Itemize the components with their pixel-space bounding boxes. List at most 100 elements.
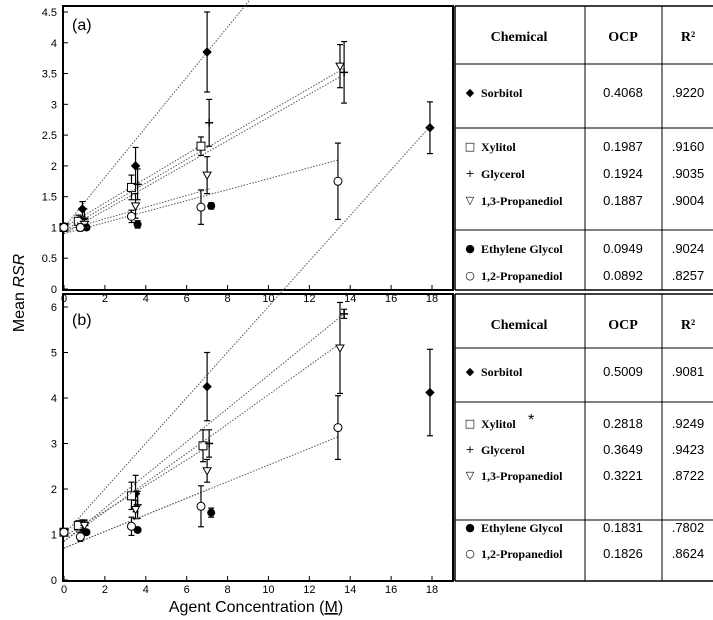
y-tick-label: 2.5 xyxy=(42,130,57,142)
table-ocp-value: 0.3649 xyxy=(603,442,643,457)
data-point xyxy=(205,118,214,127)
data-point xyxy=(79,521,90,531)
table-ocp-value: 0.1826 xyxy=(603,546,643,561)
table-chemical-name: Ethylene Glycol xyxy=(481,521,563,535)
x-tick-label: 14 xyxy=(344,293,356,305)
y-tick-label: 6 xyxy=(51,302,57,314)
x-axis-title: Agent Concentration (M) xyxy=(169,599,343,616)
data-point xyxy=(59,527,69,537)
x-tick-label: 8 xyxy=(224,584,230,596)
data-point xyxy=(133,180,142,189)
x-tick-label: 2 xyxy=(102,584,108,596)
y-axis-title: Mean RSR xyxy=(11,253,28,332)
x-tick-label: 2 xyxy=(102,293,108,305)
table-header-ocp: OCP xyxy=(608,318,638,333)
data-point xyxy=(130,161,141,171)
table-marker-icon: ● xyxy=(465,242,475,255)
table-r2-value: .8624 xyxy=(672,546,705,561)
data-point xyxy=(340,309,349,318)
table-chemical-name: 1,2-Propanediol xyxy=(481,269,563,283)
table-header-r2: R² xyxy=(681,318,695,333)
x-tick-label: 0 xyxy=(61,584,67,596)
table-ocp-value: 0.1987 xyxy=(603,139,643,154)
series-sorbitol xyxy=(59,126,435,537)
table-marker-icon: ◆ xyxy=(466,365,475,378)
table-r2-value: .9249 xyxy=(672,416,705,431)
data-point xyxy=(126,182,136,192)
data-point xyxy=(196,501,206,511)
x-tick-label: 6 xyxy=(184,584,190,596)
data-point xyxy=(75,222,85,232)
table-r2-value: .9024 xyxy=(672,241,705,256)
x-tick-label: 4 xyxy=(143,293,149,305)
table-r2-value: .8257 xyxy=(672,268,705,283)
table-chemical-name: Sorbitol xyxy=(481,365,523,379)
table-ocp-value: 0.1831 xyxy=(603,520,643,535)
data-point xyxy=(207,508,216,517)
table-chemical-name: 1,3-Propanediol xyxy=(481,194,563,208)
fit-line xyxy=(63,76,341,235)
y-tick-label: 4 xyxy=(51,38,57,50)
table-ocp-value: 0.3221 xyxy=(603,468,643,483)
data-point xyxy=(126,491,136,501)
y-tick-label: 3 xyxy=(51,99,57,111)
table-ocp-value: 0.4068 xyxy=(603,85,643,100)
data-point xyxy=(75,532,85,542)
data-point xyxy=(126,211,136,221)
x-tick-label: 16 xyxy=(385,293,397,305)
series-glycerol xyxy=(60,40,349,232)
table-header-chemical: Chemical xyxy=(491,30,548,45)
table-r2-value: .9004 xyxy=(672,193,705,208)
table-text-b: Chemical OCP R² ◆ Sorbitol 0.5009 .9081 □ Xylito… xyxy=(465,318,704,561)
table-marker-icon: □ xyxy=(465,417,475,430)
y-tick-label: 0.5 xyxy=(42,253,57,265)
y-tick-label: 3 xyxy=(51,439,57,451)
series-1-2-propanediol xyxy=(59,142,343,235)
data-point xyxy=(130,505,141,515)
x-tick-label: 18 xyxy=(426,293,438,305)
x-tick-label: 6 xyxy=(184,293,190,305)
data-point xyxy=(126,521,136,531)
table-chemical-name: Sorbitol xyxy=(481,86,523,100)
panel-a-frame xyxy=(62,5,454,291)
table-header-chemical: Chemical xyxy=(491,318,548,333)
data-point xyxy=(425,123,435,133)
table-r2-value: .9160 xyxy=(672,139,705,154)
x-tick-label: 12 xyxy=(303,293,315,305)
fit-line xyxy=(63,0,251,228)
table-chemical-name: Xylitol xyxy=(481,417,516,431)
y-tick-label: 3.5 xyxy=(42,69,57,81)
table-ocp-value: 0.2818 xyxy=(603,416,643,431)
x-tick-label: 10 xyxy=(262,293,274,305)
y-tick-label: 1.5 xyxy=(42,192,57,204)
y-tick-label: 4 xyxy=(51,393,57,405)
data-point xyxy=(130,202,141,211)
fit-line xyxy=(63,313,345,542)
data-point xyxy=(82,223,91,232)
table-marker-icon: ▽ xyxy=(466,194,475,207)
table-asterisk: * xyxy=(528,412,534,429)
y-tick-label: 0 xyxy=(51,284,57,296)
y-tick-label: 5 xyxy=(51,348,57,360)
data-point xyxy=(425,387,435,398)
table-ocp-value: 0.5009 xyxy=(603,364,643,379)
data-point xyxy=(205,439,214,448)
table-ocp-value: 0.0949 xyxy=(603,241,643,256)
series-1-2-propanediol xyxy=(59,395,343,549)
data-point xyxy=(202,47,212,57)
fit-line xyxy=(63,126,431,535)
data-point xyxy=(196,141,206,151)
y-tick-label: 1 xyxy=(51,530,57,542)
x-tick-label: 16 xyxy=(385,584,397,596)
table-marker-icon: ◆ xyxy=(466,86,475,99)
data-point xyxy=(82,528,91,537)
table-marker-icon: ▽ xyxy=(466,469,475,482)
y-tick-label: 2 xyxy=(51,161,57,173)
table-chemical-name: 1,2-Propanediol xyxy=(481,547,563,561)
fit-line xyxy=(63,343,341,542)
table-marker-icon: + xyxy=(465,443,474,456)
data-point xyxy=(333,423,343,433)
table-r2-value: .8722 xyxy=(672,468,705,483)
